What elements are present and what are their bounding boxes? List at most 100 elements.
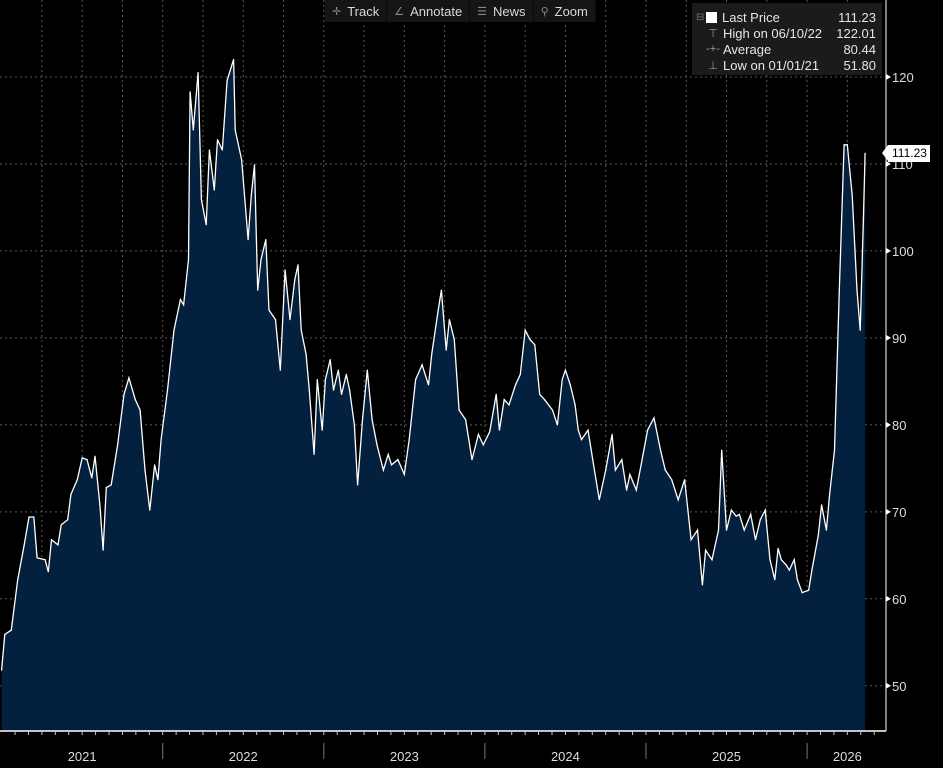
data-point — [821, 504, 823, 506]
data-point — [197, 72, 199, 74]
data-point — [519, 373, 521, 375]
data-point — [297, 264, 299, 266]
data-point — [605, 469, 607, 471]
y-tick-label: 50 — [892, 679, 906, 694]
data-point — [595, 479, 597, 481]
data-point — [213, 189, 215, 191]
data-point — [529, 339, 531, 341]
data-point — [305, 353, 307, 355]
news-button[interactable]: ☰ News — [470, 0, 534, 22]
x-year-label: 2024 — [551, 749, 580, 764]
data-point — [105, 486, 107, 489]
data-point — [329, 359, 331, 361]
data-point — [759, 519, 761, 521]
data-point — [257, 289, 259, 291]
data-point — [629, 473, 631, 475]
data-point — [265, 239, 267, 241]
chart-toolbar: ✛ Track ∠ Annotate ☰ News ⚲ Zoom — [325, 0, 596, 22]
data-point — [843, 144, 845, 146]
data-point — [366, 369, 368, 371]
data-point — [160, 439, 162, 441]
data-point — [611, 433, 613, 435]
data-points — [1, 58, 866, 671]
magnifier-icon: ⚲ — [540, 5, 549, 18]
data-point — [300, 329, 302, 331]
average-marker-icon: -+- — [706, 43, 720, 55]
data-point — [200, 199, 202, 201]
data-point — [253, 164, 256, 166]
data-point — [332, 389, 335, 391]
data-point — [134, 399, 136, 401]
data-point — [696, 529, 699, 531]
annotate-button[interactable]: ∠ Annotate — [387, 0, 471, 22]
news-list-icon: ☰ — [477, 5, 488, 18]
data-point — [750, 513, 752, 516]
data-point — [580, 439, 583, 441]
y-tick-marker — [886, 421, 891, 428]
legend-last-price[interactable]: ⊟ Last Price 111.23 — [696, 9, 876, 25]
collapse-icon[interactable]: ⊟ — [696, 11, 705, 23]
data-point — [166, 389, 169, 391]
data-point — [859, 329, 861, 331]
data-point — [437, 309, 439, 311]
y-tick-marker — [886, 334, 891, 341]
legend-low: ⊥ Low on 01/01/21 51.80 — [696, 57, 876, 73]
data-point — [785, 564, 787, 566]
data-point — [91, 477, 93, 479]
data-point — [514, 384, 517, 386]
data-point — [626, 489, 628, 491]
data-point — [838, 289, 840, 291]
data-point — [811, 569, 813, 571]
data-point — [4, 633, 6, 636]
pencil-icon: ∠ — [394, 5, 405, 18]
data-point — [208, 149, 210, 151]
data-point — [793, 559, 795, 561]
data-point — [260, 259, 262, 261]
data-point — [777, 547, 779, 550]
y-tick-label: 100 — [892, 244, 914, 259]
data-point — [453, 339, 455, 341]
data-point — [508, 404, 510, 406]
data-point — [247, 239, 249, 241]
data-point — [653, 417, 655, 419]
data-point — [415, 379, 417, 381]
data-point — [534, 344, 536, 346]
data-point — [701, 584, 704, 586]
data-point — [149, 509, 151, 511]
data-point — [117, 444, 119, 446]
data-point — [640, 464, 642, 466]
data-point — [862, 219, 865, 221]
zoom-button[interactable]: ⚲ Zoom — [534, 0, 596, 22]
x-year-label: 2021 — [68, 749, 97, 764]
data-point — [268, 309, 270, 311]
data-point — [524, 329, 526, 331]
data-point — [308, 389, 310, 391]
data-point — [635, 489, 637, 491]
data-point — [183, 304, 185, 306]
y-tick-label: 90 — [892, 331, 906, 346]
data-point — [495, 393, 497, 395]
data-point — [23, 544, 25, 546]
track-button[interactable]: ✛ Track — [325, 0, 388, 22]
data-point — [489, 431, 491, 433]
data-point — [743, 529, 745, 531]
data-point — [361, 419, 364, 421]
data-point — [564, 369, 567, 371]
data-point — [587, 429, 589, 431]
data-point — [387, 453, 389, 455]
data-point — [289, 319, 291, 321]
legend-average: -+- Average 80.44 — [706, 41, 876, 57]
legend-high: ⊤ High on 06/10/22 122.01 — [696, 25, 876, 41]
y-tick-marker — [886, 595, 891, 602]
data-point — [482, 444, 484, 446]
data-point — [574, 404, 576, 406]
data-point — [846, 144, 848, 146]
y-tick-label: 70 — [892, 505, 906, 520]
y-tick-marker — [886, 247, 891, 254]
data-point — [730, 509, 733, 511]
data-point — [241, 159, 243, 161]
data-point — [647, 429, 649, 431]
data-point — [801, 592, 803, 594]
